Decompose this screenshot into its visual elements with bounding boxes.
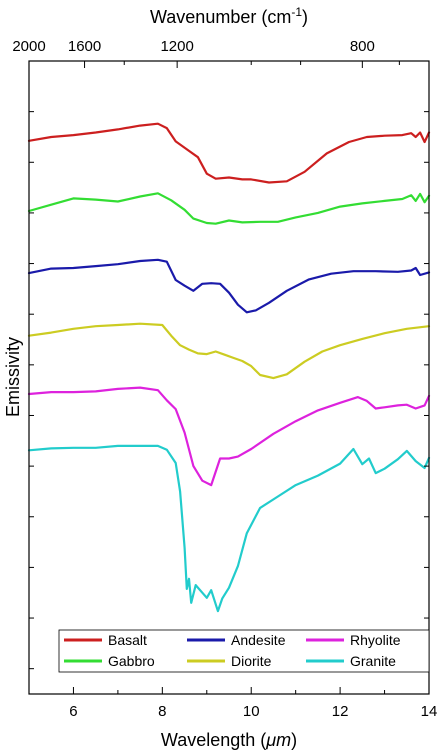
x-tick-label: 8 xyxy=(158,703,166,720)
legend-box xyxy=(58,629,430,673)
legend-label: Basalt xyxy=(108,632,147,648)
series-line-rhyolite xyxy=(27,386,431,487)
x-tick-label: 6 xyxy=(69,703,77,720)
top-axis-title: Wavenumber (cm-1) xyxy=(150,5,308,27)
legend-label: Gabbro xyxy=(108,653,155,669)
legend: Basalt Gabbro Andesite Diorite Rhyolite Grani… xyxy=(58,629,430,673)
series-layer xyxy=(27,122,431,613)
y-axis-title: Emissivity xyxy=(3,337,23,417)
top-tick-label: 1200 xyxy=(160,38,193,55)
x-axis-title: Wavelength (μm) xyxy=(161,730,297,750)
series-line-diorite xyxy=(27,322,431,380)
x-tick-label: 10 xyxy=(243,703,260,720)
plot-frame xyxy=(28,60,430,695)
top-tick-label: 800 xyxy=(350,38,375,55)
tick-layer: 6 8 10 12 14 2000 1600 1200 800 xyxy=(12,38,437,720)
legend-label: Diorite xyxy=(231,653,272,669)
legend-label: Granite xyxy=(350,653,396,669)
legend-label: Rhyolite xyxy=(350,632,401,648)
series-line-granite xyxy=(27,444,431,613)
series-line-basalt xyxy=(27,122,431,184)
top-tick-label: 1600 xyxy=(68,38,101,55)
legend-label: Andesite xyxy=(231,632,286,648)
top-tick-label: 2000 xyxy=(12,38,45,55)
x-tick-label: 14 xyxy=(421,703,438,720)
x-tick-label: 12 xyxy=(332,703,349,720)
series-line-gabbro xyxy=(27,192,431,225)
series-line-andesite xyxy=(27,258,431,314)
